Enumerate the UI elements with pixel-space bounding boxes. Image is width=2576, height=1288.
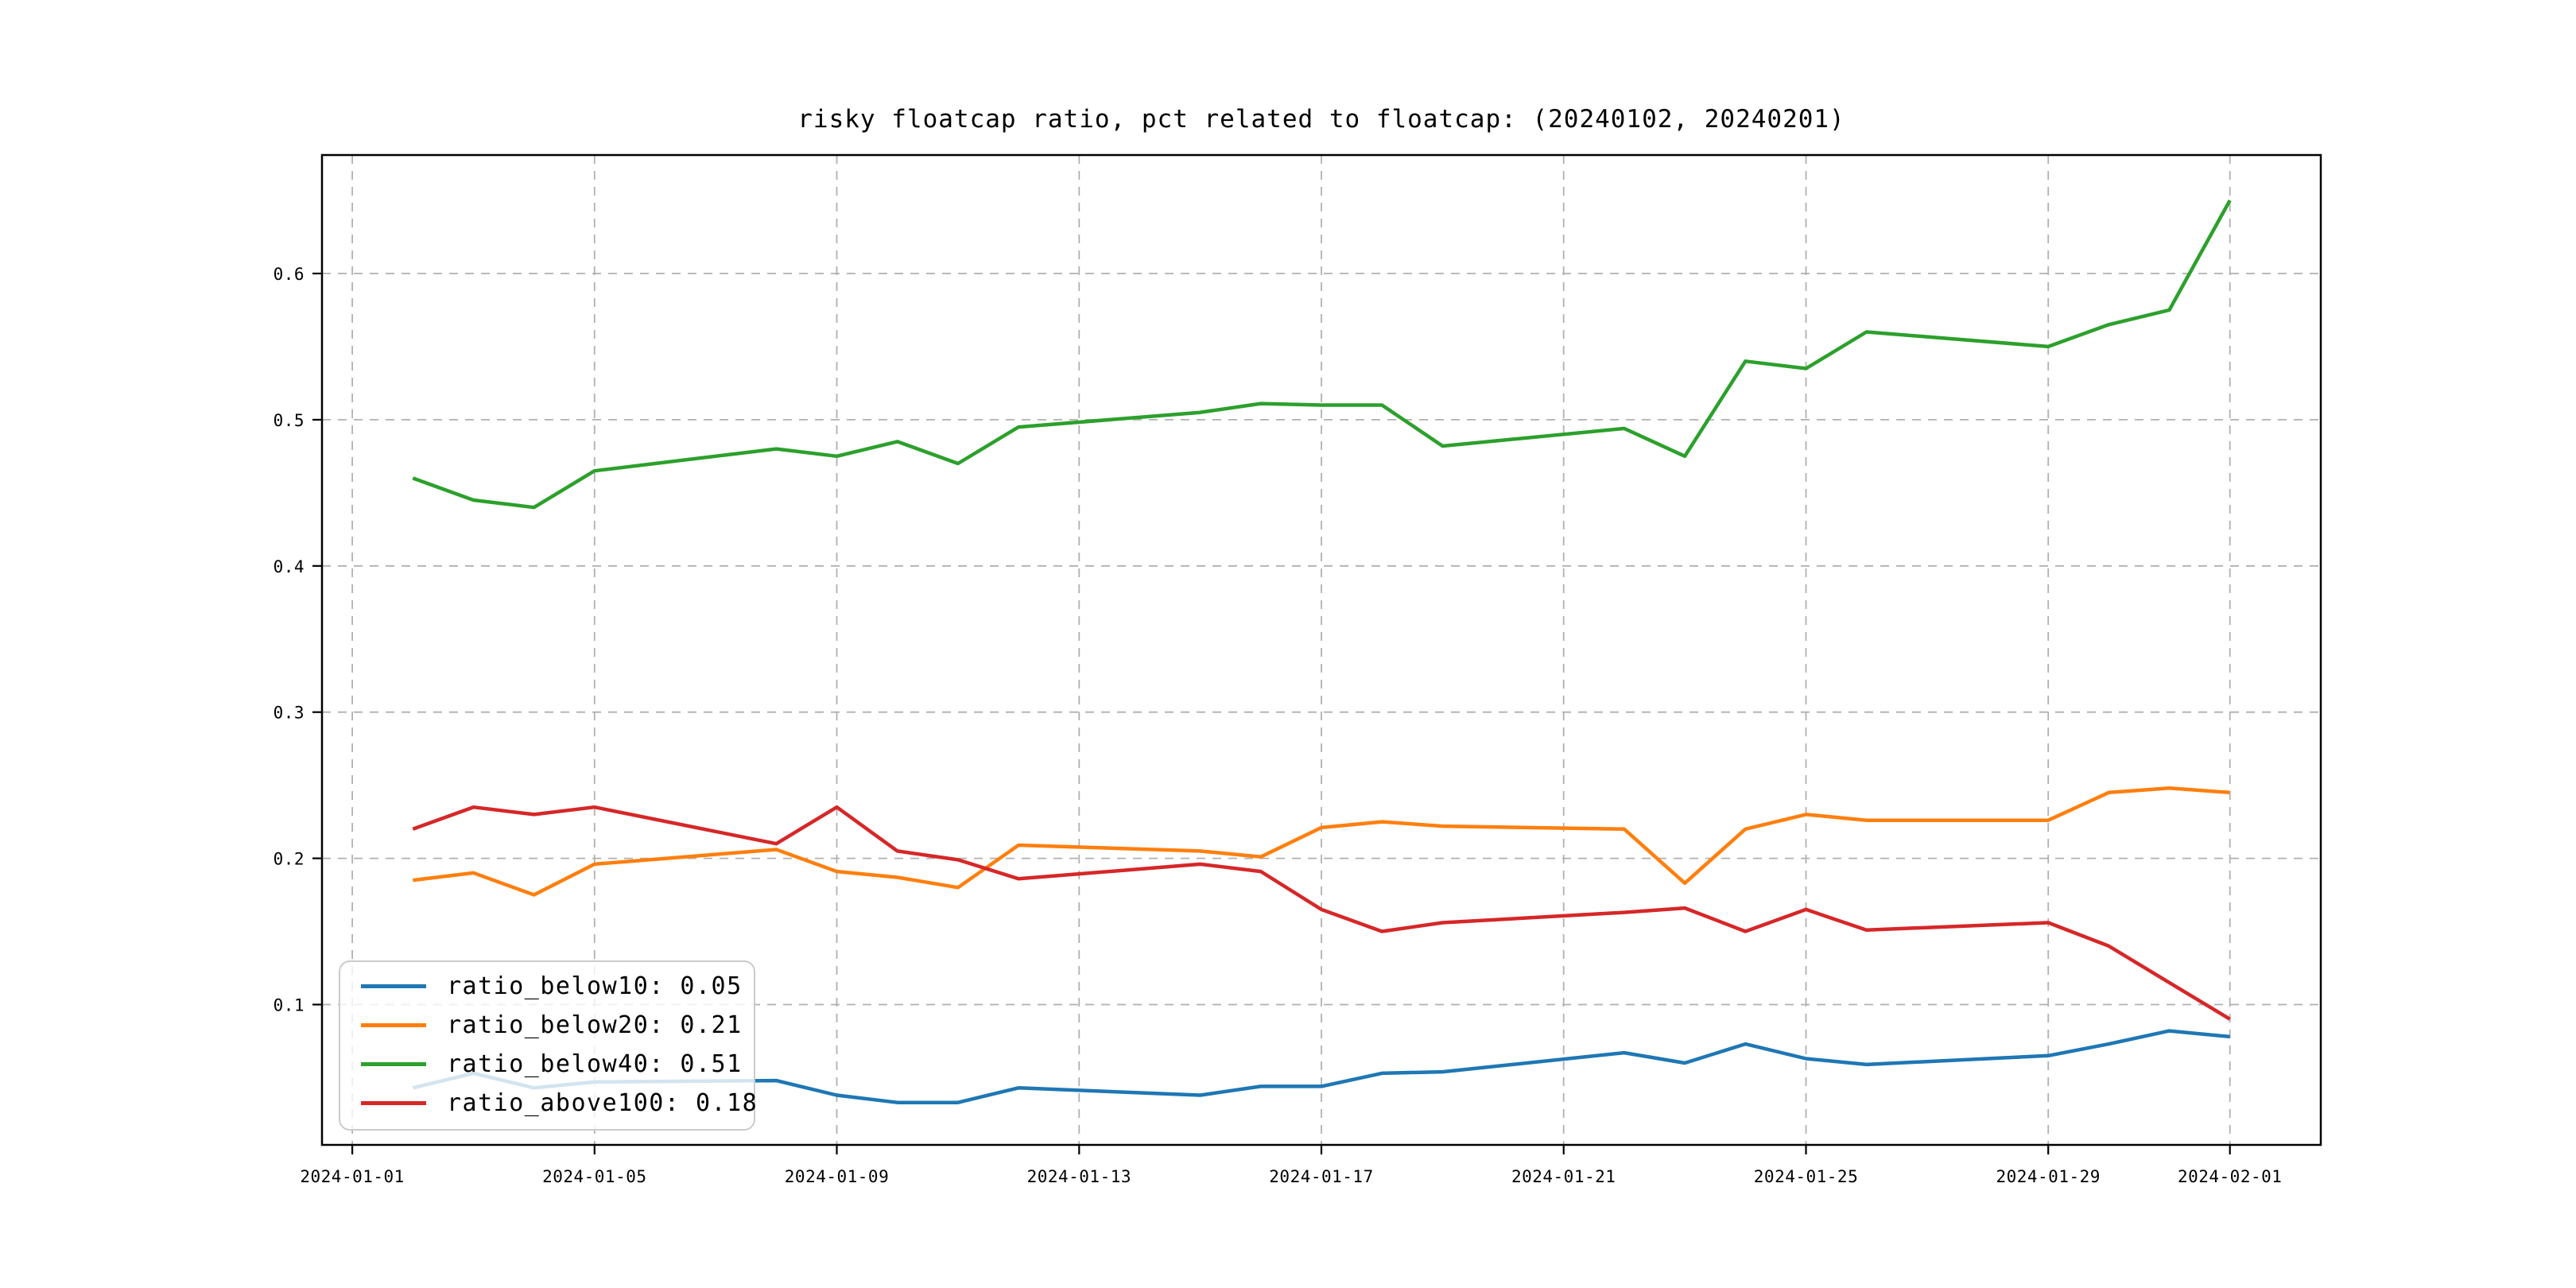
y-axis-tick-label: 0.3 [274, 704, 305, 723]
series-line-ratio_below20 [413, 786, 2230, 897]
x-axis-tick-label: 2024-01-17 [1269, 1167, 1373, 1186]
x-axis-tick-label: 2024-01-25 [1754, 1167, 1858, 1186]
x-axis-tick-label: 2024-01-09 [785, 1167, 889, 1186]
y-axis-tick-label: 0.2 [274, 850, 305, 869]
legend-item: ratio_below40: 0.51 [340, 1045, 754, 1084]
series-line-ratio_above100 [412, 805, 2231, 1021]
legend-swatch-ratio_below40 [361, 1062, 426, 1066]
legend-label-ratio_below40: ratio_below40: 0.51 [447, 1050, 743, 1078]
legend-label-ratio_above100: ratio_above100: 0.18 [447, 1089, 758, 1117]
legend-item: ratio_below10: 0.05 [340, 967, 754, 1006]
legend-item: ratio_above100: 0.18 [340, 1084, 757, 1123]
y-axis-tick-label: 0.5 [274, 411, 305, 430]
x-axis-tick-label: 2024-01-21 [1511, 1167, 1616, 1186]
x-axis-tick-label: 2024-01-29 [1996, 1167, 2100, 1186]
legend-label-ratio_below20: ratio_below20: 0.21 [447, 1011, 743, 1039]
series-line-ratio_below40 [412, 199, 2232, 510]
x-axis-tick-label: 2024-02-01 [2178, 1167, 2282, 1186]
legend: ratio_below10: 0.05 ratio_below20: 0.21 ra… [339, 960, 757, 1131]
plot-border [320, 153, 2322, 1146]
legend-swatch-ratio_below10 [361, 984, 426, 988]
chart-title: risky floatcap ratio, pct related to flo… [797, 105, 1845, 134]
y-axis-tick-label: 0.4 [274, 557, 305, 576]
legend-label-ratio_below10: ratio_below10: 0.05 [447, 972, 743, 1000]
legend-swatch-ratio_above100 [361, 1101, 426, 1105]
x-axis-tick-label: 2024-01-01 [300, 1167, 404, 1186]
legend-item: ratio_below20: 0.21 [340, 1006, 754, 1045]
x-axis-tick-label: 2024-01-13 [1027, 1167, 1131, 1186]
legend-swatch-ratio_below20 [361, 1023, 426, 1027]
y-axis-tick-label: 0.1 [274, 996, 305, 1015]
y-axis-tick-label: 0.6 [274, 265, 305, 284]
x-axis-tick-label: 2024-01-05 [542, 1167, 646, 1186]
